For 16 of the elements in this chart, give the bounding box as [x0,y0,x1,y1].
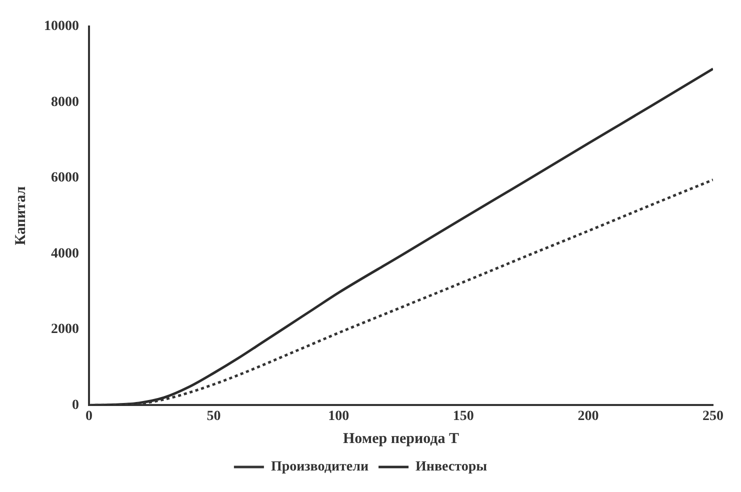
x-tick-label: 100 [328,409,350,424]
legend-label: Инвесторы [416,460,488,475]
x-tick-label: 200 [578,409,599,424]
y-tick-label: 0 [72,398,79,413]
y-axis-title: Капитал [12,186,29,246]
y-tick-label: 8000 [51,94,79,110]
y-tick-label: 2000 [51,322,79,338]
x-axis-title: Номер периода T [342,430,460,447]
x-tick-label: 50 [206,409,221,424]
legend-label: Производители [270,460,369,475]
y-tick-label: 10000 [44,19,79,34]
x-tick-label: 150 [452,409,474,424]
x-tick-label: 0 [86,409,92,424]
y-tick-label: 6000 [51,170,79,186]
y-tick-label: 4000 [51,246,79,262]
x-tick-label: 250 [702,409,724,424]
